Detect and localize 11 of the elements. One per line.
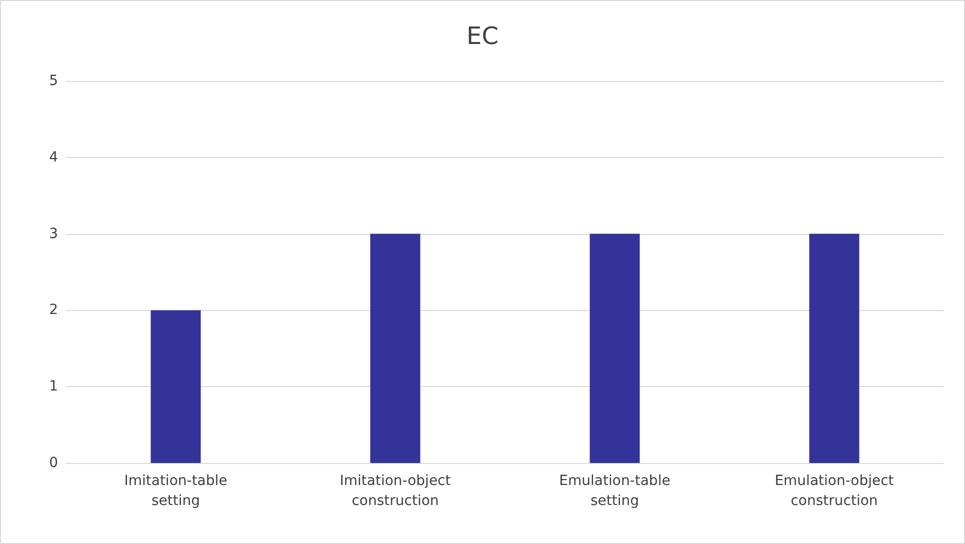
y-tick-label: 1 xyxy=(49,378,58,395)
y-tick-label: 2 xyxy=(49,302,58,318)
y-tick-label: 4 xyxy=(49,149,58,166)
x-tick-label: Emulation-table setting xyxy=(559,473,670,509)
x-tick-label: Emulation-object construction xyxy=(774,473,894,509)
x-tick-label: Imitation-table setting xyxy=(124,473,228,509)
chart-title: EC xyxy=(466,22,498,50)
x-tick-label: Imitation-object construction xyxy=(340,473,452,509)
y-tick-label: 0 xyxy=(49,455,58,471)
y-tick-label: 3 xyxy=(49,226,58,242)
y-tick-label: 5 xyxy=(49,73,58,89)
